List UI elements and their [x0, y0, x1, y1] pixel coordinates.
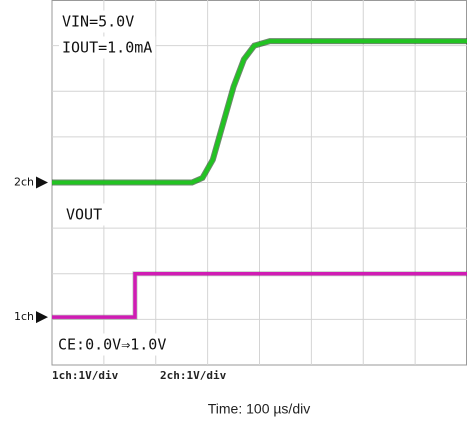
annotation: VOUT [66, 206, 102, 224]
channel-marker [36, 311, 48, 324]
annotation-bg [55, 333, 170, 356]
annotation-bg [59, 10, 138, 33]
annotation-bg [59, 36, 156, 59]
trace [52, 272, 467, 319]
x-axis-label: Time: 100 µs/div [208, 401, 310, 417]
channel-scale: 1ch:1V/div [52, 369, 119, 382]
channel-marker [36, 176, 48, 189]
annotation: IOUT=1.0mA [62, 39, 152, 57]
channel-label: 1ch [14, 310, 34, 323]
annotation: VIN=5.0V [62, 13, 134, 31]
annotation: CE:0.0V⇒1.0V [58, 336, 166, 354]
channel-scale: 2ch:1V/div [160, 369, 227, 382]
annotation-bg [63, 203, 106, 226]
trace [52, 39, 467, 185]
channel-label: 2ch [14, 176, 34, 189]
